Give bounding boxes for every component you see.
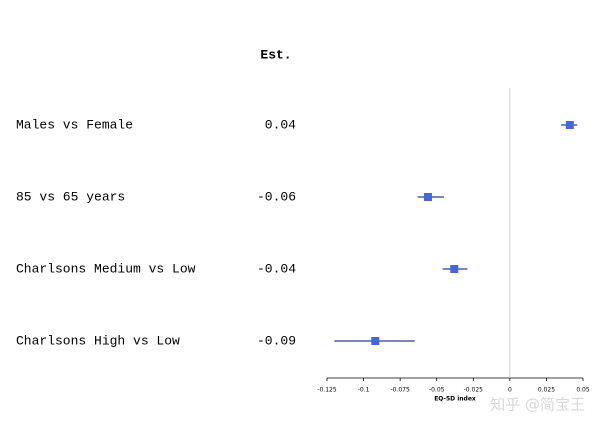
est-value: -0.06 <box>257 189 296 204</box>
watermark: 知乎 @简宝王 <box>490 396 585 414</box>
est-header: Est. <box>260 47 291 62</box>
x-tick-label: 0.025 <box>538 387 555 394</box>
x-tick-label: 0.05 <box>576 387 590 394</box>
row-label: Charlsons High vs Low <box>16 333 180 348</box>
x-axis-label: EQ-5D index <box>434 396 476 403</box>
x-tick-label: -0.1 <box>358 387 370 394</box>
x-tick-label: -0.075 <box>390 387 410 394</box>
row-label: 85 vs 65 years <box>16 189 125 204</box>
x-tick-label: -0.05 <box>429 387 445 394</box>
x-tick-label: 0 <box>508 387 512 394</box>
estimate-marker <box>565 121 574 129</box>
est-value: 0.04 <box>265 117 296 132</box>
x-tick-label: -0.125 <box>317 387 337 394</box>
estimate-marker <box>423 193 432 201</box>
est-value: -0.04 <box>257 261 296 276</box>
estimate-marker <box>450 265 459 273</box>
row-label: Charlsons Medium vs Low <box>16 261 196 276</box>
row-label: Males vs Female <box>16 117 133 132</box>
x-tick-label: -0.025 <box>464 387 484 394</box>
estimate-marker <box>371 337 380 345</box>
est-value: -0.09 <box>257 333 296 348</box>
